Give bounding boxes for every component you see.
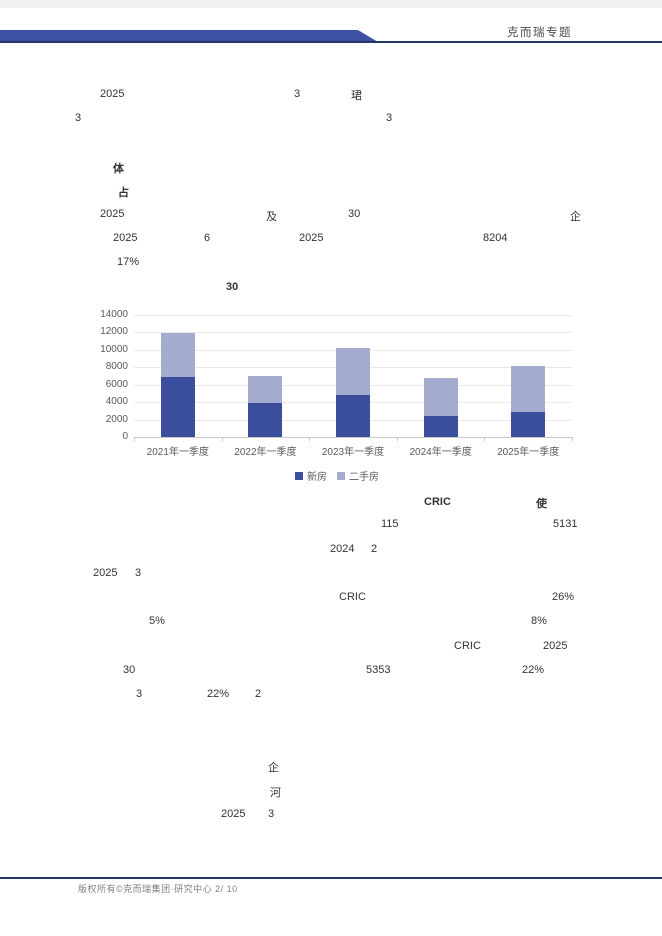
text-fragment: 3 (294, 88, 301, 100)
legend-item: 二手房 (337, 468, 379, 483)
text-fragment: 河 (270, 787, 281, 799)
x-axis-label: 2024年一季度 (409, 447, 472, 458)
text-fragment: 2025 (93, 567, 118, 579)
bar-segment-new-homes (423, 415, 458, 437)
x-axis-line (134, 437, 572, 438)
x-axis-label: 2021年一季度 (146, 447, 209, 458)
text-fragment: CRIC (454, 640, 481, 652)
text-fragment: 17% (117, 256, 140, 268)
text-fragment: 5353 (366, 664, 391, 676)
bar-segment-second-hand (248, 376, 283, 403)
text-fragment: 2025 (100, 208, 125, 220)
header-topic-label: 克而瑞专题 (507, 27, 572, 39)
chart-legend: 新房 二手房 (295, 468, 379, 483)
header-banner (0, 30, 378, 42)
x-axis-tick (396, 437, 398, 441)
text-fragment: 3 (386, 112, 393, 124)
y-axis-label: 0 (122, 431, 128, 442)
x-axis-tick (484, 437, 486, 441)
x-axis-label: 2022年一季度 (234, 447, 297, 458)
text-fragment: 2025 (299, 232, 324, 244)
bar-segment-second-hand (336, 348, 370, 395)
text-fragment: 2025 (113, 232, 138, 244)
gridline (134, 315, 572, 316)
legend-label: 新房 (307, 472, 327, 483)
text-fragment: 3 (136, 688, 143, 700)
text-fragment: 2025 (221, 808, 246, 820)
text-fragment: 使 (536, 498, 547, 510)
footer-rule (0, 877, 662, 879)
text-fragment: 30 (123, 664, 136, 676)
text-fragment: 3 (135, 567, 142, 579)
text-fragment: 2 (255, 688, 262, 700)
footer-copyright: 版权所有©克而瑞集团·研究中心 2/ 10 (78, 884, 238, 894)
text-fragment: 企 (268, 762, 279, 774)
window-top-edge (0, 0, 662, 8)
bar-segment-second-hand (511, 365, 546, 413)
x-axis-tick (572, 437, 573, 441)
x-axis-tick (221, 437, 223, 441)
text-fragment: 体 (113, 163, 124, 175)
bar-segment-new-homes (336, 394, 370, 437)
text-fragment: 30 (348, 208, 361, 220)
y-axis-label: 2000 (105, 413, 128, 425)
bar-segment-second-hand (160, 333, 195, 377)
x-axis-tick (134, 437, 135, 441)
bar-segment-second-hand (423, 377, 458, 416)
text-fragment: 5131 (553, 518, 578, 530)
text-fragment: 22% (207, 688, 230, 700)
text-fragment: 8204 (483, 232, 508, 244)
text-fragment: 2025 (100, 88, 125, 100)
legend-swatch-new-homes (295, 471, 303, 480)
y-axis-label: 4000 (105, 396, 128, 408)
bar-segment-new-homes (248, 403, 283, 437)
y-axis-label: 12000 (100, 326, 128, 338)
text-fragment: 115 (381, 518, 399, 530)
y-axis-label: 10000 (100, 343, 128, 355)
text-fragment: 22% (522, 664, 545, 676)
y-axis-label: 6000 (105, 378, 128, 390)
x-axis-tick (309, 437, 311, 441)
legend-swatch-second-hand (337, 471, 345, 480)
header-rule (0, 41, 662, 43)
text-fragment: 2025 (543, 640, 568, 652)
text-fragment: 30 (226, 281, 239, 293)
legend-label: 二手房 (349, 472, 379, 483)
legend-item: 新房 (295, 468, 327, 483)
text-fragment: 2 (371, 543, 378, 555)
x-axis-label: 2023年一季度 (321, 447, 385, 458)
text-fragment: 3 (75, 112, 82, 124)
text-fragment: CRIC (339, 591, 366, 603)
text-fragment: 6 (204, 232, 211, 244)
x-axis-label: 2025年一季度 (497, 447, 560, 458)
text-fragment: 8% (531, 615, 547, 627)
text-fragment: 26% (552, 591, 575, 603)
y-axis-label: 8000 (105, 361, 128, 373)
text-fragment: 3 (268, 808, 275, 820)
bar-segment-new-homes (160, 376, 195, 437)
text-fragment: 2024 (330, 543, 355, 555)
text-fragment: 企 (570, 211, 581, 223)
y-axis-label: 14000 (100, 309, 128, 320)
gridline (134, 332, 572, 334)
text-fragment: 5% (149, 615, 165, 627)
text-fragment: CRIC (424, 496, 451, 508)
text-fragment: 及 (266, 211, 277, 223)
text-fragment: 占 (118, 187, 129, 199)
bar-segment-new-homes (511, 412, 546, 437)
text-fragment: 珺 (351, 90, 362, 102)
